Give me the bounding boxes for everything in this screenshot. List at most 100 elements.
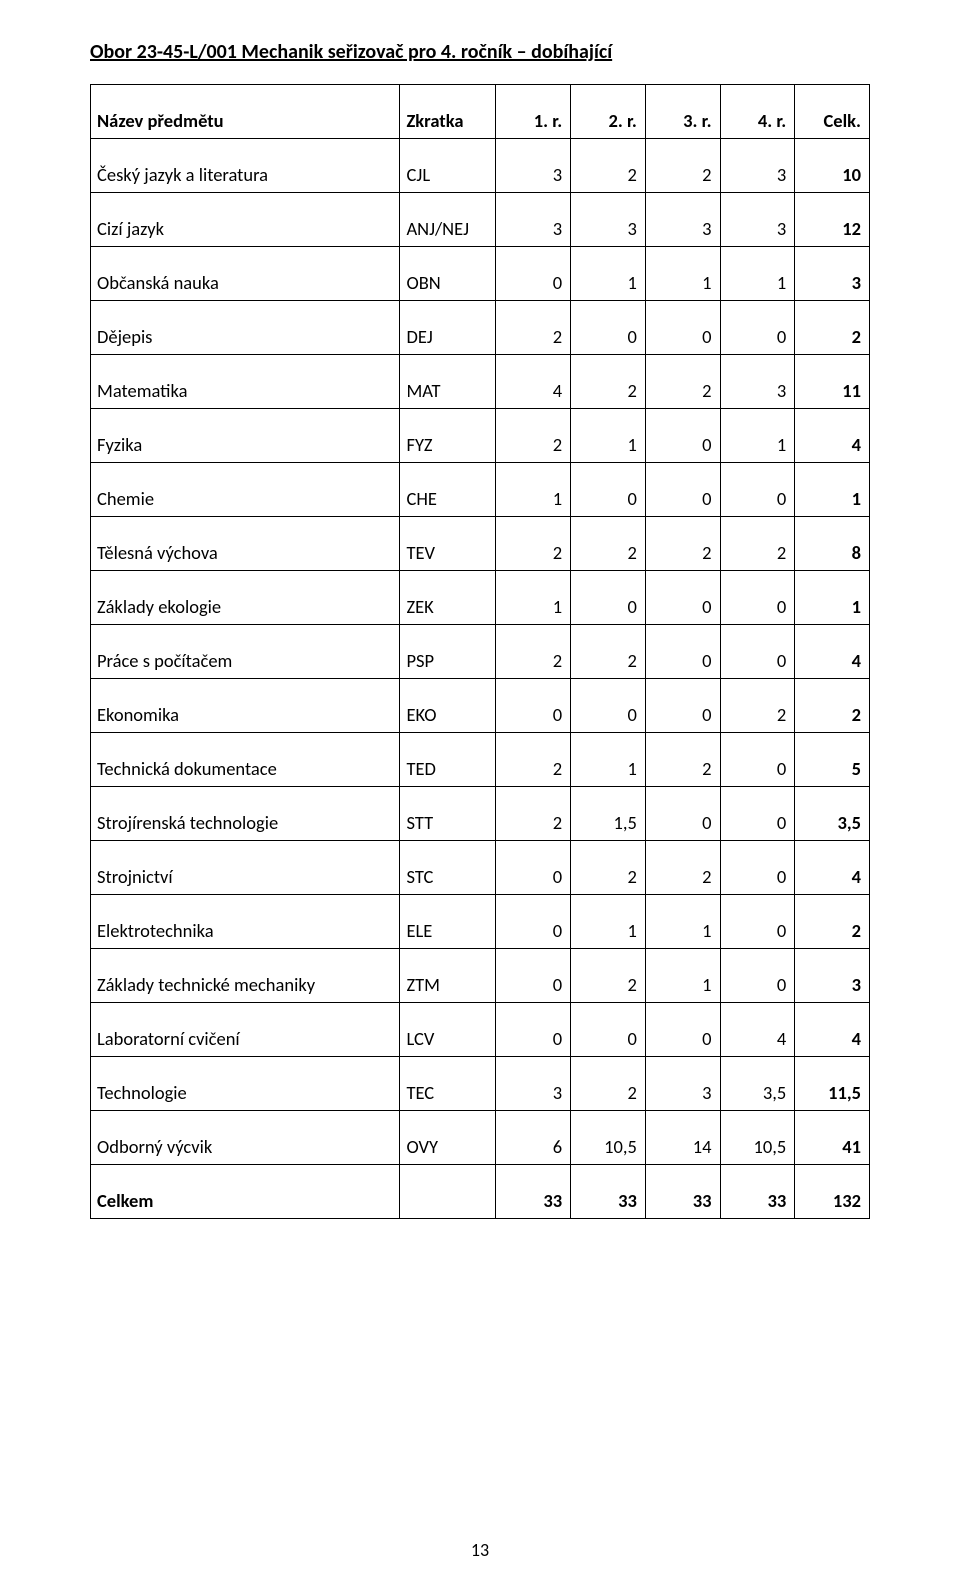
header-total: Celk. <box>795 85 870 139</box>
cell-subject-name: Fyzika <box>91 409 400 463</box>
cell-year-1: 2 <box>496 733 571 787</box>
cell-year-2: 0 <box>571 463 646 517</box>
cell-subject-name: Elektrotechnika <box>91 895 400 949</box>
cell-year-4: 1 <box>720 409 795 463</box>
cell-subject-code: STT <box>400 787 496 841</box>
cell-year-2: 2 <box>571 625 646 679</box>
cell-year-3: 0 <box>645 463 720 517</box>
cell-year-2: 1 <box>571 895 646 949</box>
cell-year-1: 0 <box>496 841 571 895</box>
cell-subject-code: OBN <box>400 247 496 301</box>
cell-year-4: 0 <box>720 949 795 1003</box>
cell-year-1: 4 <box>496 355 571 409</box>
header-subject-name: Název předmětu <box>91 85 400 139</box>
cell-year-3: 1 <box>645 247 720 301</box>
cell-year-4: 0 <box>720 787 795 841</box>
table-row: MatematikaMAT422311 <box>91 355 870 409</box>
table-row: Odborný výcvikOVY610,51410,541 <box>91 1111 870 1165</box>
cell-year-2: 1 <box>571 733 646 787</box>
cell-total: 2 <box>795 301 870 355</box>
cell-year-4: 10,5 <box>720 1111 795 1165</box>
table-row: Český jazyk a literaturaCJL322310 <box>91 139 870 193</box>
cell-subject-name: Odborný výcvik <box>91 1111 400 1165</box>
table-row: Občanská naukaOBN01113 <box>91 247 870 301</box>
cell-year-1: 0 <box>496 895 571 949</box>
header-subject-code: Zkratka <box>400 85 496 139</box>
cell-year-1: 3 <box>496 139 571 193</box>
cell-year-4: 0 <box>720 463 795 517</box>
cell-subject-name: Technologie <box>91 1057 400 1111</box>
cell-total: 41 <box>795 1111 870 1165</box>
header-year-3: 3. r. <box>645 85 720 139</box>
cell-year-3: 0 <box>645 301 720 355</box>
cell-year-2: 0 <box>571 679 646 733</box>
cell-year-4: 0 <box>720 625 795 679</box>
cell-subject-name: Technická dokumentace <box>91 733 400 787</box>
cell-year-4: 3 <box>720 193 795 247</box>
cell-subject-code: TEC <box>400 1057 496 1111</box>
footer-year-1: 33 <box>496 1165 571 1219</box>
cell-subject-code: ZTM <box>400 949 496 1003</box>
cell-subject-code: TEV <box>400 517 496 571</box>
cell-year-3: 2 <box>645 841 720 895</box>
cell-subject-code: CJL <box>400 139 496 193</box>
cell-subject-code: EKO <box>400 679 496 733</box>
cell-subject-code: FYZ <box>400 409 496 463</box>
cell-total: 10 <box>795 139 870 193</box>
cell-subject-code: ELE <box>400 895 496 949</box>
cell-total: 1 <box>795 463 870 517</box>
cell-subject-name: Tělesná výchova <box>91 517 400 571</box>
cell-year-1: 3 <box>496 193 571 247</box>
cell-year-4: 3,5 <box>720 1057 795 1111</box>
cell-year-3: 3 <box>645 1057 720 1111</box>
cell-total: 2 <box>795 679 870 733</box>
cell-year-2: 1 <box>571 247 646 301</box>
cell-year-1: 2 <box>496 409 571 463</box>
cell-year-2: 0 <box>571 571 646 625</box>
header-year-2: 2. r. <box>571 85 646 139</box>
cell-year-4: 1 <box>720 247 795 301</box>
cell-year-3: 14 <box>645 1111 720 1165</box>
cell-year-2: 2 <box>571 517 646 571</box>
cell-subject-code: OVY <box>400 1111 496 1165</box>
cell-year-1: 0 <box>496 1003 571 1057</box>
cell-subject-name: Práce s počítačem <box>91 625 400 679</box>
table-row: Práce s počítačemPSP22004 <box>91 625 870 679</box>
footer-year-3: 33 <box>645 1165 720 1219</box>
page-number: 13 <box>0 1539 960 1561</box>
cell-subject-name: Strojírenská technologie <box>91 787 400 841</box>
cell-subject-code: ANJ/NEJ <box>400 193 496 247</box>
cell-year-3: 0 <box>645 625 720 679</box>
cell-year-2: 0 <box>571 301 646 355</box>
cell-year-4: 0 <box>720 733 795 787</box>
header-year-4: 4. r. <box>720 85 795 139</box>
cell-total: 4 <box>795 1003 870 1057</box>
cell-year-3: 0 <box>645 409 720 463</box>
cell-total: 11 <box>795 355 870 409</box>
table-row: FyzikaFYZ21014 <box>91 409 870 463</box>
cell-total: 11,5 <box>795 1057 870 1111</box>
table-row: Základy technické mechanikyZTM02103 <box>91 949 870 1003</box>
table-row: EkonomikaEKO00022 <box>91 679 870 733</box>
cell-subject-code: MAT <box>400 355 496 409</box>
table-row: Cizí jazykANJ/NEJ333312 <box>91 193 870 247</box>
cell-total: 3 <box>795 247 870 301</box>
cell-year-1: 1 <box>496 463 571 517</box>
cell-total: 4 <box>795 841 870 895</box>
table-header-row: Název předmětu Zkratka 1. r. 2. r. 3. r.… <box>91 85 870 139</box>
cell-year-2: 3 <box>571 193 646 247</box>
subjects-table: Název předmětu Zkratka 1. r. 2. r. 3. r.… <box>90 84 870 1219</box>
cell-subject-code: TED <box>400 733 496 787</box>
table-row: Strojírenská technologieSTT21,5003,5 <box>91 787 870 841</box>
cell-subject-name: Strojnictví <box>91 841 400 895</box>
cell-subject-code: PSP <box>400 625 496 679</box>
footer-year-2: 33 <box>571 1165 646 1219</box>
table-row: Tělesná výchovaTEV22228 <box>91 517 870 571</box>
cell-year-2: 0 <box>571 1003 646 1057</box>
cell-total: 3,5 <box>795 787 870 841</box>
cell-year-2: 2 <box>571 1057 646 1111</box>
cell-year-3: 3 <box>645 193 720 247</box>
cell-year-4: 3 <box>720 139 795 193</box>
cell-year-3: 2 <box>645 355 720 409</box>
cell-year-1: 2 <box>496 517 571 571</box>
